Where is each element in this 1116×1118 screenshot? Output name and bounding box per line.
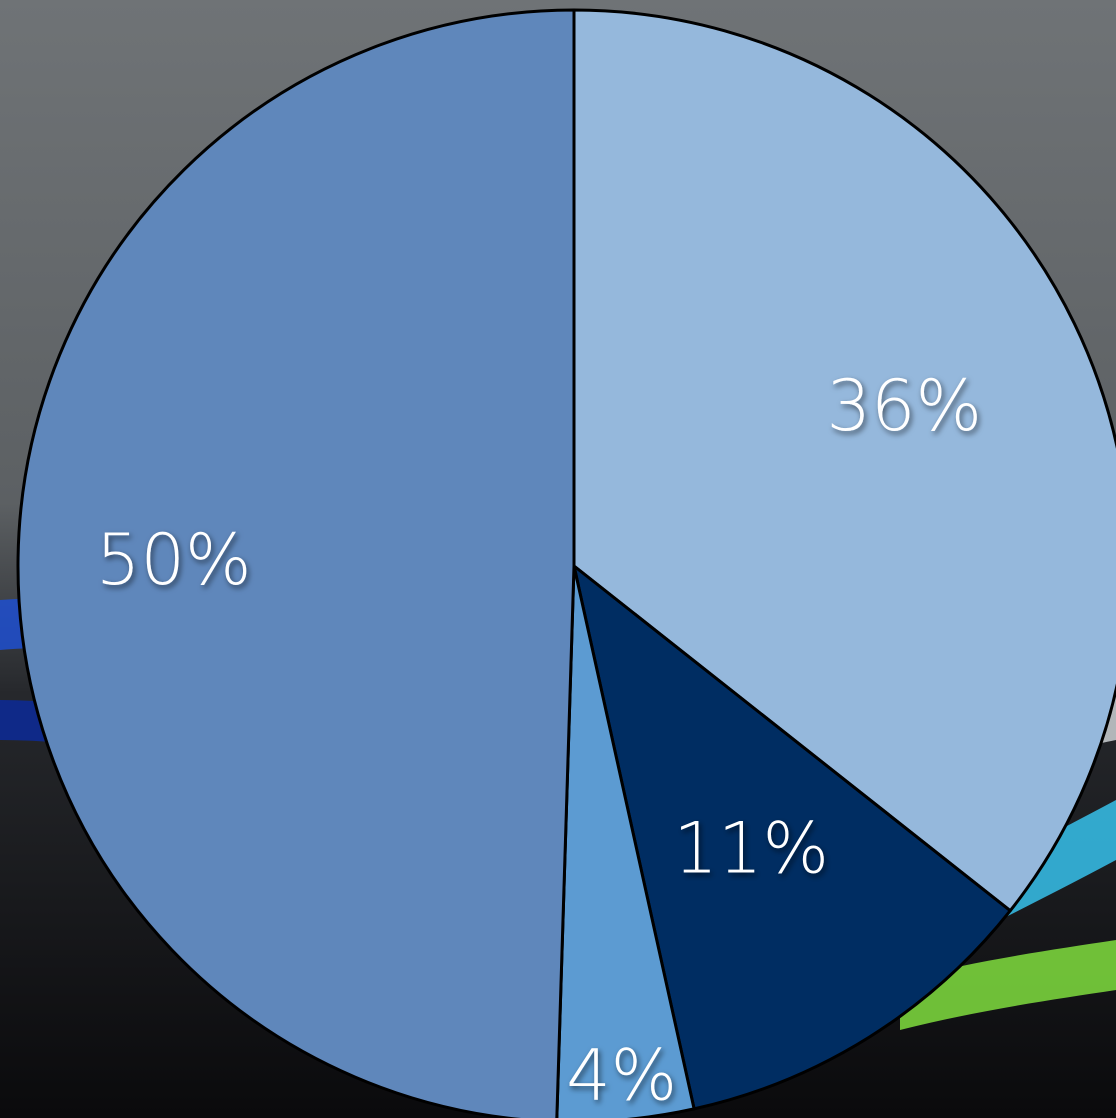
pie-slices	[16, 8, 1116, 1118]
pie-slice	[572, 8, 1116, 913]
pie-slice	[572, 564, 1012, 1111]
pie-slice-label: 4%	[566, 1034, 677, 1116]
background-stripe-right-2	[900, 940, 1116, 1030]
pie-slice	[16, 8, 576, 1118]
pie-slice-label: 50%	[96, 519, 252, 601]
pie-slice	[555, 564, 696, 1118]
pie-labels: 36% 11% 4% 50%	[96, 365, 982, 1116]
pie-slice-label: 11%	[673, 808, 829, 890]
pie-slice-label: 36%	[826, 365, 982, 447]
